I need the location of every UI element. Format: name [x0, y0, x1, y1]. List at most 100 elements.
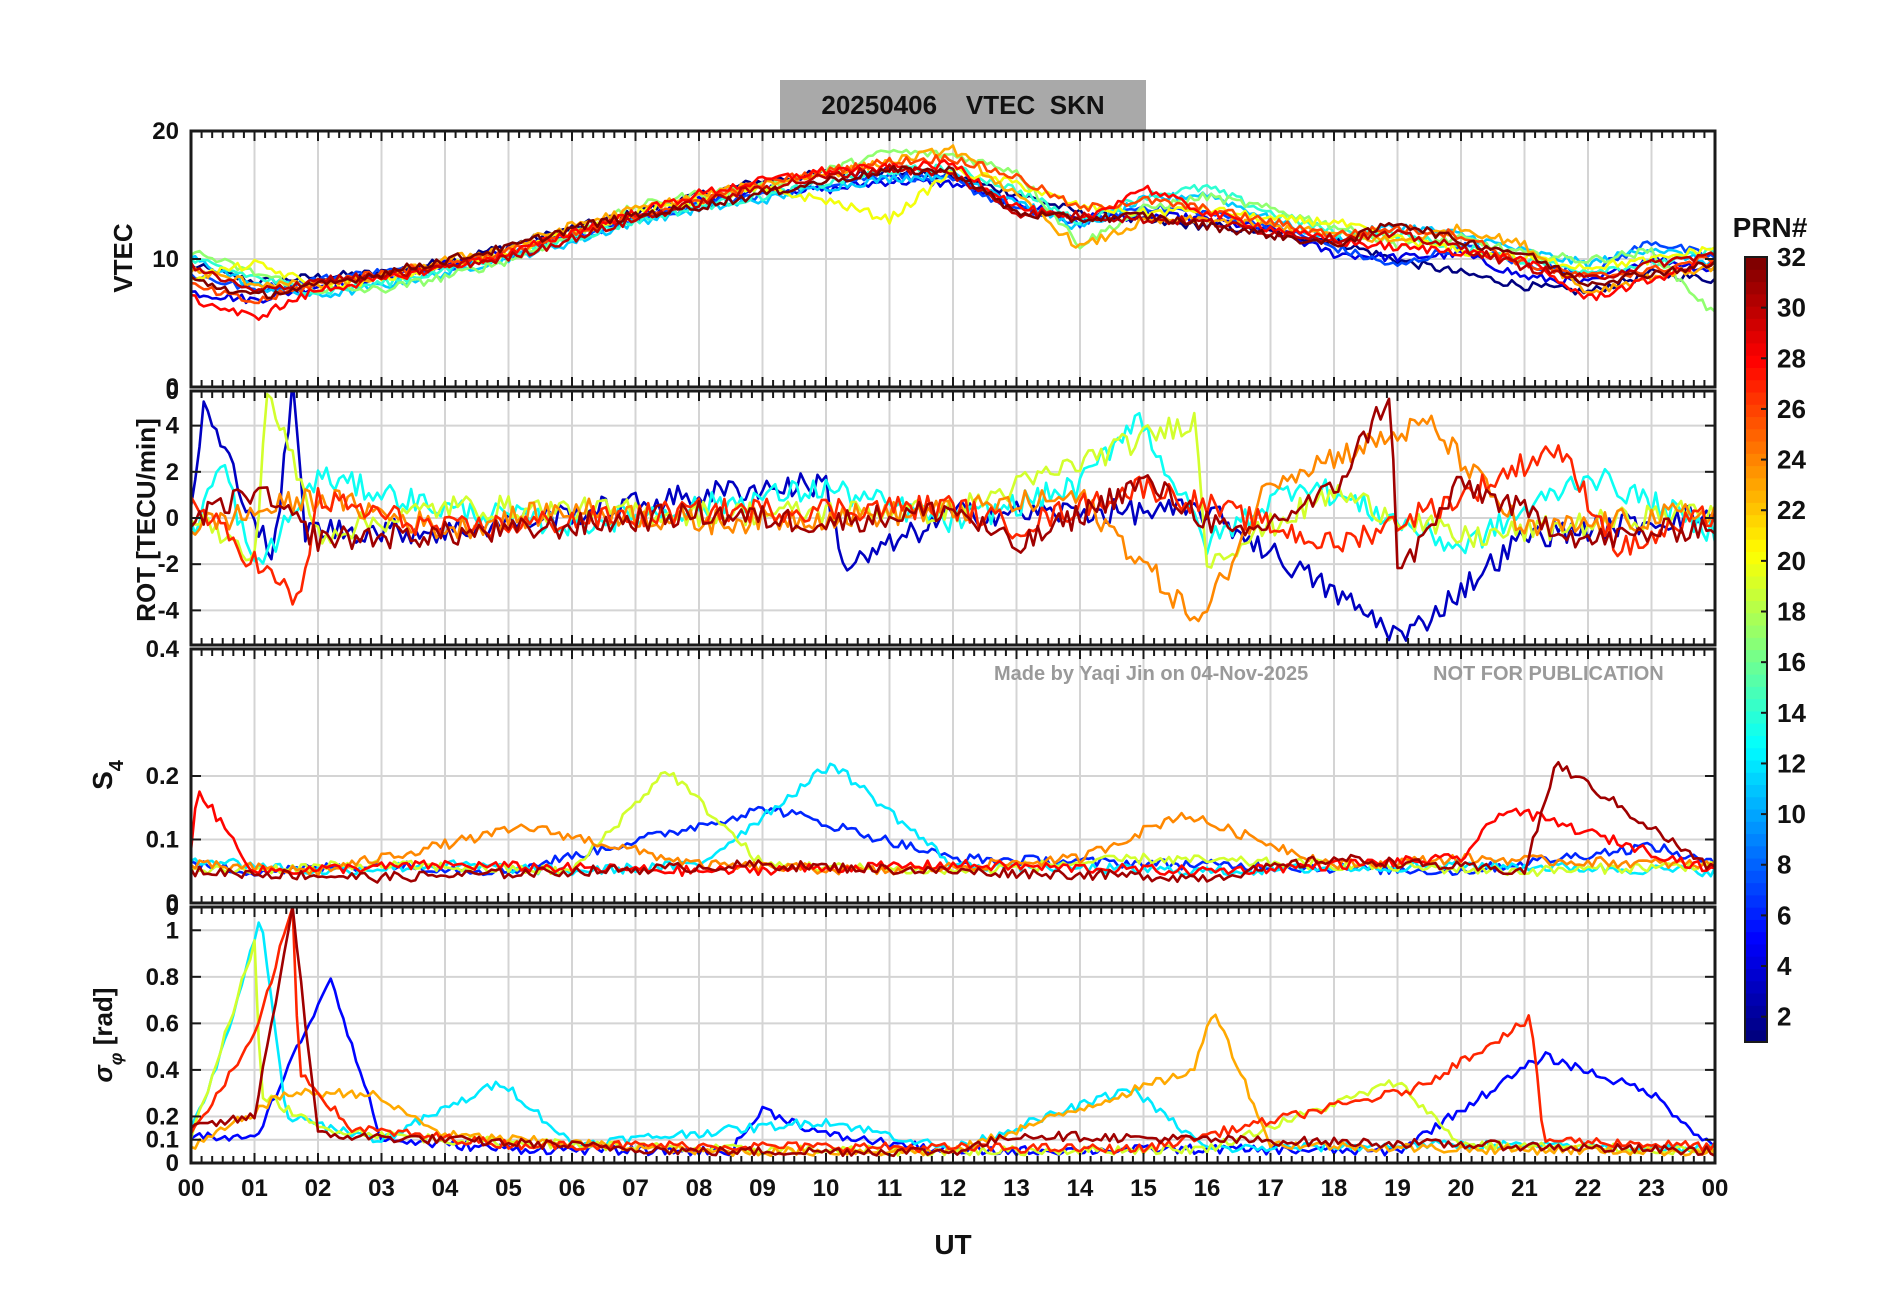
sigma-phi-axis-label: σφ [rad] — [88, 988, 126, 1083]
grid-layer — [191, 131, 1715, 1163]
series-prn-28 — [191, 159, 1715, 322]
colorbar-tick-label: 6 — [1777, 900, 1791, 930]
y-tick-label: -2 — [158, 551, 179, 578]
colorbar-tick-label: 24 — [1777, 445, 1806, 475]
colorbar-segment — [1745, 723, 1767, 736]
colorbar-segment — [1745, 1017, 1767, 1031]
colorbar-segment — [1745, 821, 1767, 835]
colorbar-segment — [1745, 858, 1767, 871]
s4-axis-label: S4 — [87, 759, 128, 790]
y-tick-label: 0.1 — [146, 1127, 179, 1154]
series-prn-23 — [191, 144, 1715, 295]
colorbar-tick-label: 30 — [1777, 293, 1806, 323]
colorbar-segment — [1745, 539, 1767, 552]
x-tick-label: 03 — [368, 1175, 395, 1202]
colorbar-segment — [1745, 772, 1767, 786]
x-tick-label: 14 — [1067, 1175, 1094, 1202]
colorbar-segment — [1745, 907, 1767, 920]
y-tick-label: 0.1 — [146, 827, 179, 854]
colorbar-tick-label: 12 — [1777, 748, 1806, 778]
colorbar-segment — [1745, 637, 1767, 651]
x-tick-label: 01 — [241, 1175, 268, 1202]
colorbar-segment — [1745, 649, 1767, 663]
x-tick-label: 06 — [559, 1175, 586, 1202]
series-prn-24 — [191, 414, 1715, 623]
x-tick-label: 12 — [940, 1175, 967, 1202]
series-prn-6 — [191, 805, 1715, 877]
colorbar-segment — [1745, 919, 1767, 933]
series-prn-28 — [191, 790, 1715, 878]
colorbar-segment — [1745, 257, 1767, 270]
vtec-traces — [191, 144, 1715, 322]
x-tick-label: 23 — [1638, 1175, 1665, 1202]
colorbar-segment — [1745, 661, 1767, 675]
colorbar-segment — [1745, 477, 1767, 491]
y-tick-label: 0.8 — [146, 964, 179, 991]
colorbar-segment — [1745, 686, 1767, 700]
x-tick-label: 00 — [1702, 1175, 1729, 1202]
colorbar-tick-label: 10 — [1777, 799, 1806, 829]
colorbar-segment — [1745, 1005, 1767, 1019]
colorbar-segment — [1745, 490, 1767, 503]
colorbar-tick-label: 26 — [1777, 394, 1806, 424]
title-box — [780, 80, 1146, 130]
colorbar-tick-label: 20 — [1777, 546, 1806, 576]
watermark-notice: NOT FOR PUBLICATION — [1433, 663, 1664, 685]
colorbar-segment — [1745, 796, 1767, 810]
watermark-made-by: Made by Yaqi Jin on 04-Nov-2025 — [994, 663, 1308, 685]
colorbar-segment — [1745, 1029, 1767, 1043]
colorbar-tick-label: 8 — [1777, 850, 1791, 880]
x-tick-label: 00 — [178, 1175, 205, 1202]
colorbar-segment — [1745, 465, 1767, 479]
colorbar-segment — [1745, 624, 1767, 638]
colorbar-segment — [1745, 453, 1767, 467]
colorbar-segment — [1745, 367, 1767, 381]
x-tick-label: 19 — [1384, 1175, 1411, 1202]
x-tick-label: 21 — [1511, 1175, 1538, 1202]
colorbar-segment — [1745, 968, 1767, 982]
colorbar-segment — [1745, 514, 1767, 528]
series-prn-32 — [191, 164, 1715, 300]
x-tick-label: 13 — [1003, 1175, 1030, 1202]
x-tick-label: 09 — [749, 1175, 776, 1202]
colorbar-segment — [1745, 882, 1767, 896]
x-tick-label: 18 — [1321, 1175, 1348, 1202]
colorbar-segment — [1745, 281, 1767, 295]
x-tick-label: 20 — [1448, 1175, 1475, 1202]
ut-axis-label: UT — [934, 1229, 971, 1260]
colorbar-segment — [1745, 600, 1767, 614]
colorbar-segment — [1745, 330, 1767, 344]
colorbar-segment — [1745, 269, 1767, 283]
colorbar-segment — [1745, 440, 1767, 454]
colorbar-segment — [1745, 759, 1767, 773]
colorbar-segment — [1745, 833, 1767, 847]
series-prn-31 — [191, 760, 1715, 884]
colorbar-segment — [1745, 894, 1767, 908]
sigma-traces — [191, 907, 1715, 1158]
colorbar-segment — [1745, 870, 1767, 884]
y-tick-label: 0.4 — [146, 1057, 180, 1084]
colorbar-tick-label: 16 — [1777, 647, 1806, 677]
colorbar-tick-label: 22 — [1777, 495, 1806, 525]
y-tick-label: 0 — [166, 1150, 179, 1177]
colorbar-tick-label: 28 — [1777, 343, 1806, 373]
colorbar-segment — [1745, 710, 1767, 724]
colorbar-segment — [1745, 698, 1767, 712]
colorbar-segment — [1745, 931, 1767, 945]
colorbar-segment — [1745, 416, 1767, 430]
y-tick-label: 2 — [166, 459, 179, 486]
y-tick-label: 0.6 — [146, 1010, 179, 1037]
x-tick-label: 17 — [1257, 1175, 1284, 1202]
colorbar-segment — [1745, 526, 1767, 540]
colorbar-segment — [1745, 980, 1767, 994]
x-tick-label: 08 — [686, 1175, 713, 1202]
x-tick-label: 07 — [622, 1175, 649, 1202]
y-tick-label: 4 — [166, 413, 180, 440]
colorbar-tick-label: 18 — [1777, 597, 1806, 627]
y-tick-label: 0.2 — [146, 763, 179, 790]
colorbar-segment — [1745, 391, 1767, 405]
figure-title: 20250406 VTEC SKN — [821, 90, 1105, 120]
colorbar-segment — [1745, 845, 1767, 859]
data-layer — [191, 144, 1715, 1158]
colorbar-segment — [1745, 943, 1767, 957]
